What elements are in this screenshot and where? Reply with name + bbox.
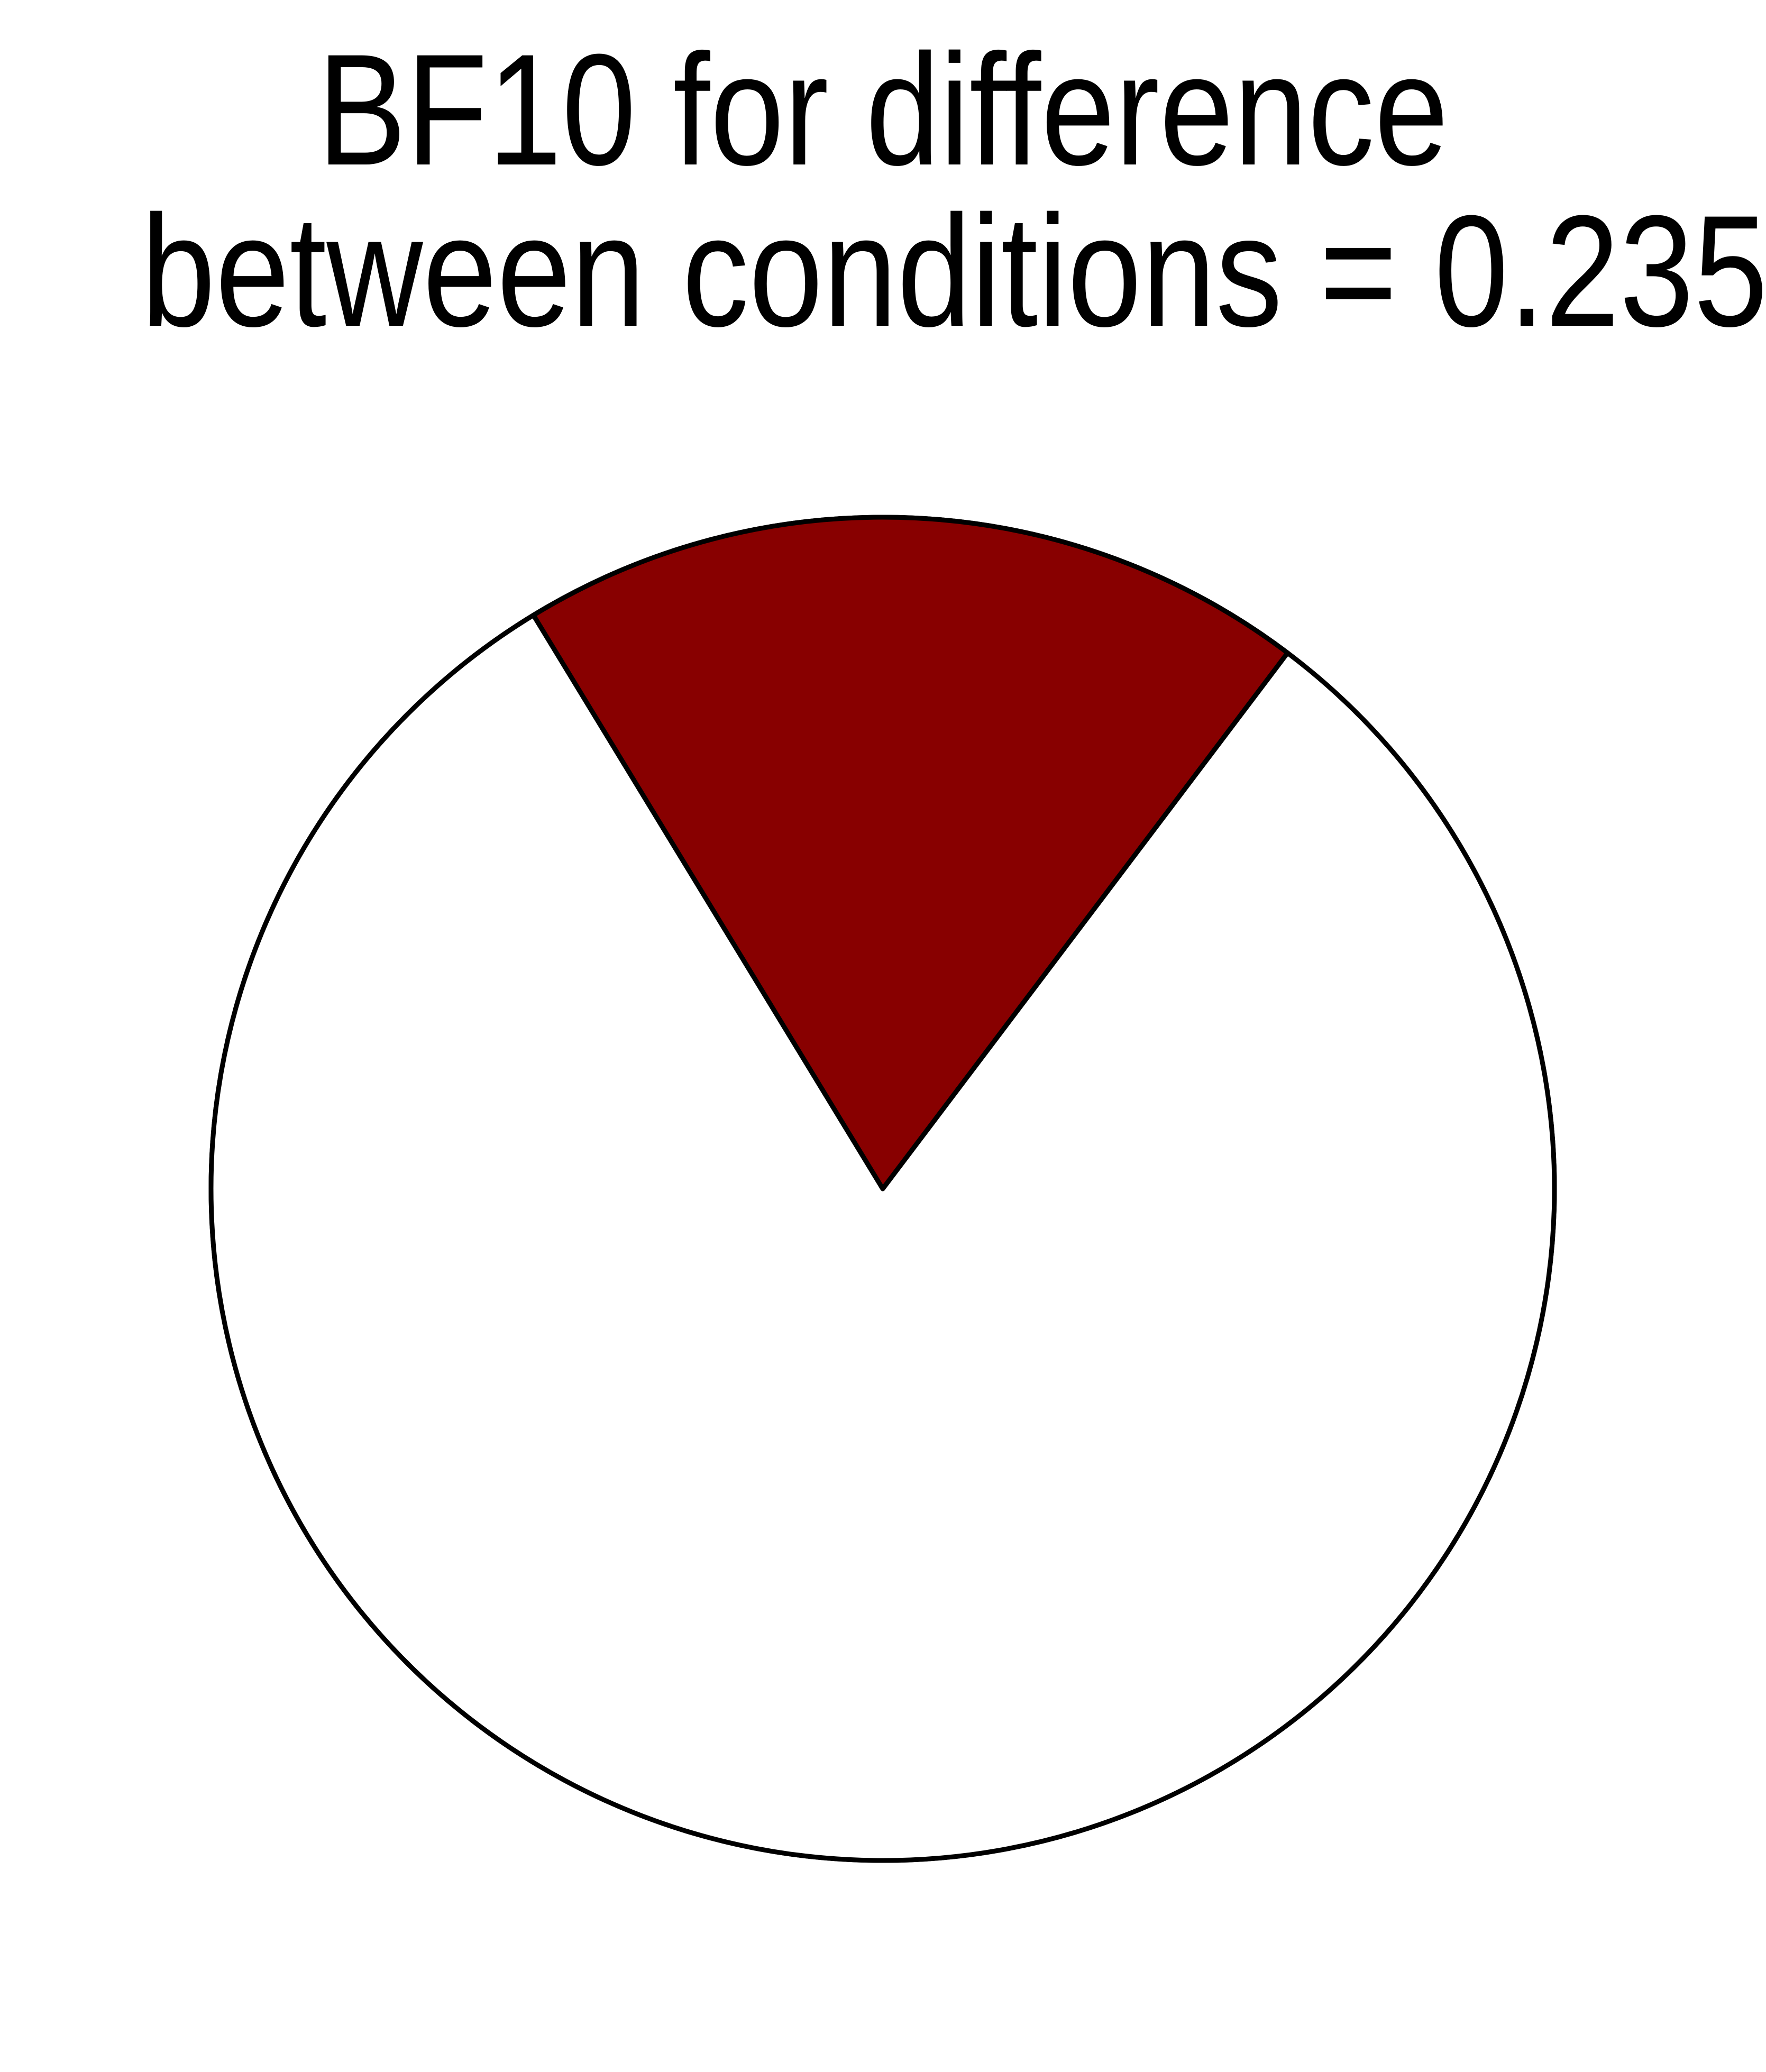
chart-title: BF10 for difference between conditions =… [141,21,1766,360]
pie-slices [208,515,1557,1863]
chart-title-line-1: BF10 for difference [317,21,1449,198]
pie-slice-1 [531,515,1290,1191]
pie-slice-2 [208,612,1557,1863]
chart-title-line-2: between conditions = 0.235 [141,182,1766,360]
